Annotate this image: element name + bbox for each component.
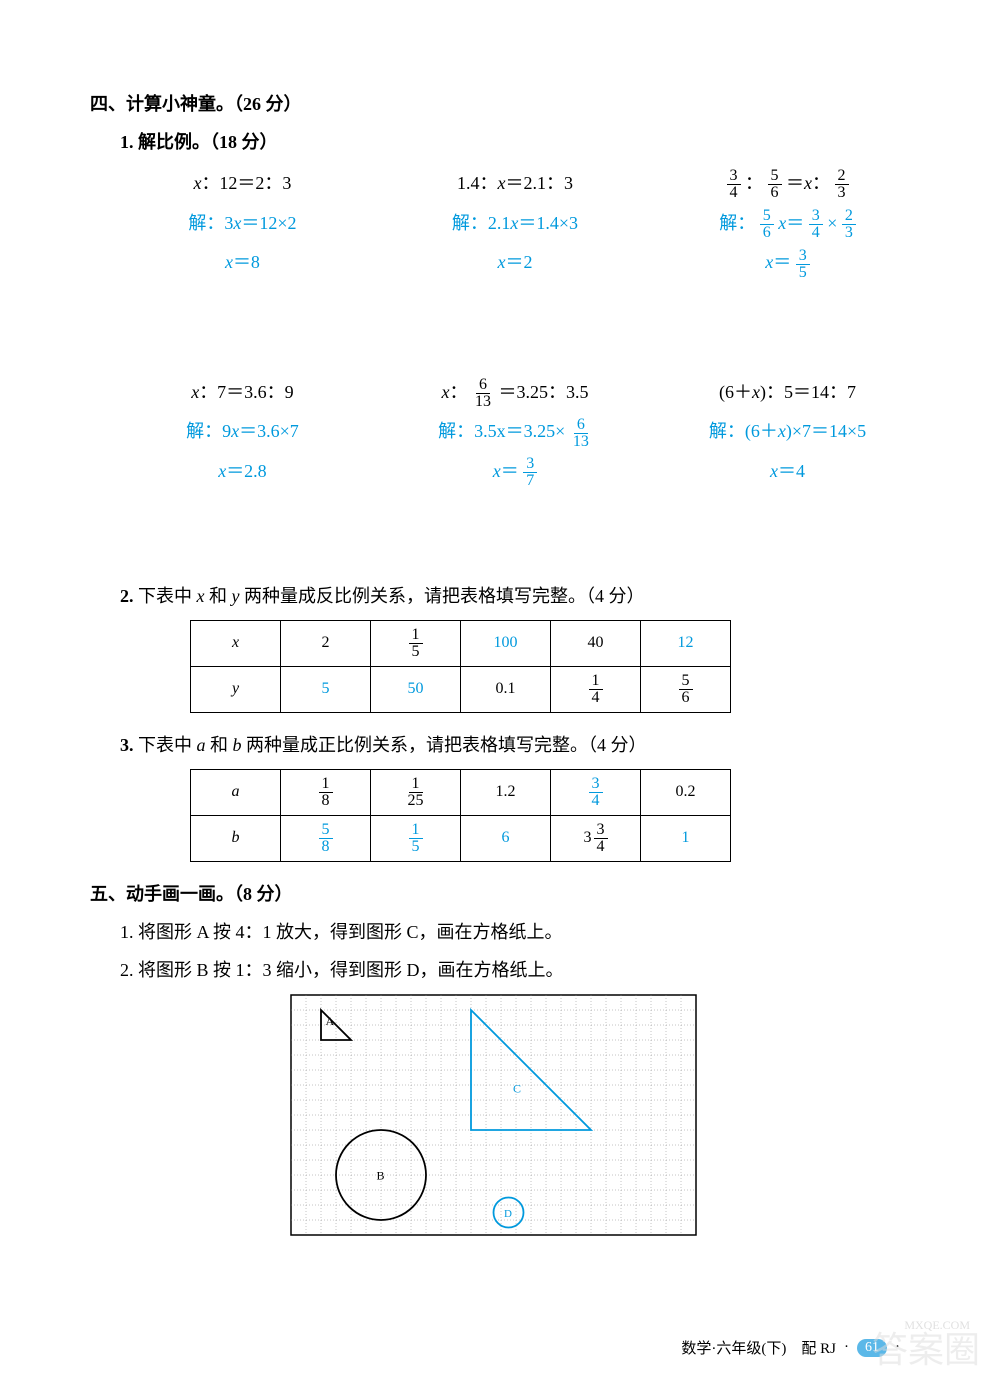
step: x＝8	[120, 243, 365, 283]
page-footer: 数学·六年级(下) 配 RJ · 61 ·	[681, 1337, 900, 1358]
q5-1: 1. 将图形 A 按 4：1 放大，得到图形 C，画在方格纸上。	[120, 918, 910, 944]
step: 解：9x＝3.6×7	[120, 412, 365, 452]
cell: 58	[281, 815, 371, 861]
table-inverse: x 2 15 100 40 12 y 5 50 0.1 14 56	[190, 620, 731, 713]
problem-1-1: xx：12＝2：3：12＝2：3 解：3x＝12×2 x＝8	[120, 164, 365, 283]
cell: 6	[461, 815, 551, 861]
table-direct: a 18 125 1.2 34 0.2 b 58 15 6 334 1	[190, 769, 731, 862]
step: x＝2.8	[120, 452, 365, 492]
step: x＝4	[665, 452, 910, 492]
cell: 12	[641, 620, 731, 666]
step: x＝ 35	[665, 243, 910, 283]
problems-row-2: x：7＝3.6：9 解：9x＝3.6×7 x＝2.8 x： 613 ＝3.25：…	[120, 373, 910, 492]
problem-2-2: x： 613 ＝3.25：3.5 解：3.5x＝3.25× 613 x＝ 37	[393, 373, 638, 492]
cell: 14	[551, 666, 641, 712]
grid-svg: A C B D	[290, 994, 697, 1236]
cell: 100	[461, 620, 551, 666]
eq: x： 613 ＝3.25：3.5	[393, 373, 638, 413]
eq: x：7＝3.6：9	[120, 373, 365, 413]
table-row: b 58 15 6 334 1	[191, 815, 731, 861]
svg-text:B: B	[377, 1168, 385, 1182]
cell: 0.2	[641, 769, 731, 815]
cell: 15	[371, 815, 461, 861]
grid-diagram: A C B D	[290, 994, 910, 1241]
cell: 15	[371, 620, 461, 666]
problem-1-2: 1.4：x＝2.1：3 解：2.1x＝1.4×3 x＝2	[393, 164, 638, 283]
cell: 2	[281, 620, 371, 666]
svg-text:A: A	[326, 1014, 335, 1028]
cell: a	[191, 769, 281, 815]
eq: (6＋x)：5＝14：7	[665, 373, 910, 413]
step: 解：3x＝12×2	[120, 204, 365, 244]
cell: 1	[641, 815, 731, 861]
table-row: y 5 50 0.1 14 56	[191, 666, 731, 712]
sub-3-label: 3. 下表中 a 和 b 两种量成正比例关系，请把表格填写完整。（4 分）	[120, 731, 910, 757]
cell: 334	[551, 815, 641, 861]
sub-1-label: 1. 解比例。（18 分）	[120, 128, 910, 154]
footer-text: 数学·六年级(下) 配 RJ	[681, 1337, 836, 1358]
problems-row-1: xx：12＝2：3：12＝2：3 解：3x＝12×2 x＝8 1.4：x＝2.1…	[120, 164, 910, 283]
step: 解：(6＋x)×7＝14×5	[665, 412, 910, 452]
section-5-title: 五、动手画一画。（8 分）	[90, 880, 910, 906]
cell: 0.1	[461, 666, 551, 712]
svg-text:C: C	[513, 1081, 521, 1095]
eq: 1.4：x＝2.1：3	[393, 164, 638, 204]
svg-text:D: D	[504, 1208, 512, 1220]
cell: 56	[641, 666, 731, 712]
step: 解： 56 x＝ 34 × 23	[665, 204, 910, 244]
cell: 34	[551, 769, 641, 815]
eq: 34 ： 56 ＝x： 23	[665, 164, 910, 204]
table-row: x 2 15 100 40 12	[191, 620, 731, 666]
step: x＝2	[393, 243, 638, 283]
step: 解：3.5x＝3.25× 613	[393, 412, 638, 452]
step: x＝ 37	[393, 452, 638, 492]
cell: 125	[371, 769, 461, 815]
cell: b	[191, 815, 281, 861]
watermark-url: MXQE.COM	[904, 1318, 970, 1333]
problem-2-3: (6＋x)：5＝14：7 解：(6＋x)×7＝14×5 x＝4	[665, 373, 910, 492]
q5-2: 2. 将图形 B 按 1：3 缩小，得到图形 D，画在方格纸上。	[120, 956, 910, 982]
step: 解：2.1x＝1.4×3	[393, 204, 638, 244]
cell: 50	[371, 666, 461, 712]
problem-1-3: 34 ： 56 ＝x： 23 解： 56 x＝ 34 × 23 x＝ 35	[665, 164, 910, 283]
cell: 18	[281, 769, 371, 815]
cell: 1.2	[461, 769, 551, 815]
cell: y	[191, 666, 281, 712]
cell: 40	[551, 620, 641, 666]
section-4-title: 四、计算小神童。（26 分）	[90, 90, 910, 116]
sub-2-label: 2. 下表中 x 和 y 两种量成反比例关系，请把表格填写完整。（4 分）	[120, 582, 910, 608]
table-row: a 18 125 1.2 34 0.2	[191, 769, 731, 815]
problem-2-1: x：7＝3.6：9 解：9x＝3.6×7 x＝2.8	[120, 373, 365, 492]
cell: 5	[281, 666, 371, 712]
page-number: 61	[857, 1339, 887, 1357]
cell: x	[191, 620, 281, 666]
